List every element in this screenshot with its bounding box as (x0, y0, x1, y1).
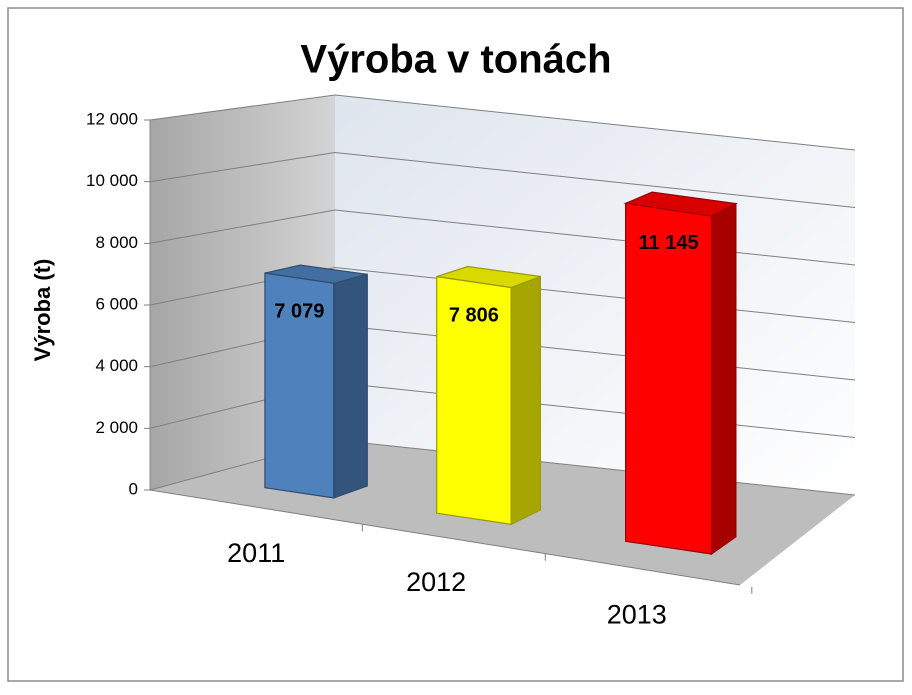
data-label: 11 145 (639, 232, 699, 254)
grid-line (149, 151, 856, 208)
grid-line (149, 94, 856, 151)
bar-front (264, 272, 335, 499)
bar (623, 191, 738, 556)
bar-front (436, 275, 512, 525)
y-tick-label: 4 000 (95, 356, 138, 375)
y-tick-label: 8 000 (95, 233, 138, 252)
x-tick-label: 2011 (227, 538, 285, 568)
y-axis-label: Výroba (t) (30, 259, 55, 362)
bar-side (710, 202, 737, 556)
bar-front (624, 202, 713, 555)
data-label: 7 079 (274, 300, 324, 322)
y-tick-label: 6 000 (95, 294, 138, 313)
y-tick-label: 10 000 (86, 171, 138, 190)
bar (436, 265, 542, 526)
chart-title: Výroba v tonách (300, 38, 611, 82)
y-tick-label: 0 (129, 479, 138, 498)
bar (264, 264, 368, 499)
data-label: 7 806 (449, 304, 499, 326)
x-tick-label: 2013 (607, 600, 667, 630)
x-tick-label: 2012 (406, 567, 466, 597)
y-tick-label: 2 000 (95, 418, 138, 437)
y-tick-label: 12 000 (86, 109, 138, 128)
bar-side (510, 275, 542, 526)
bar-side (333, 273, 368, 499)
x-axis (149, 489, 741, 586)
